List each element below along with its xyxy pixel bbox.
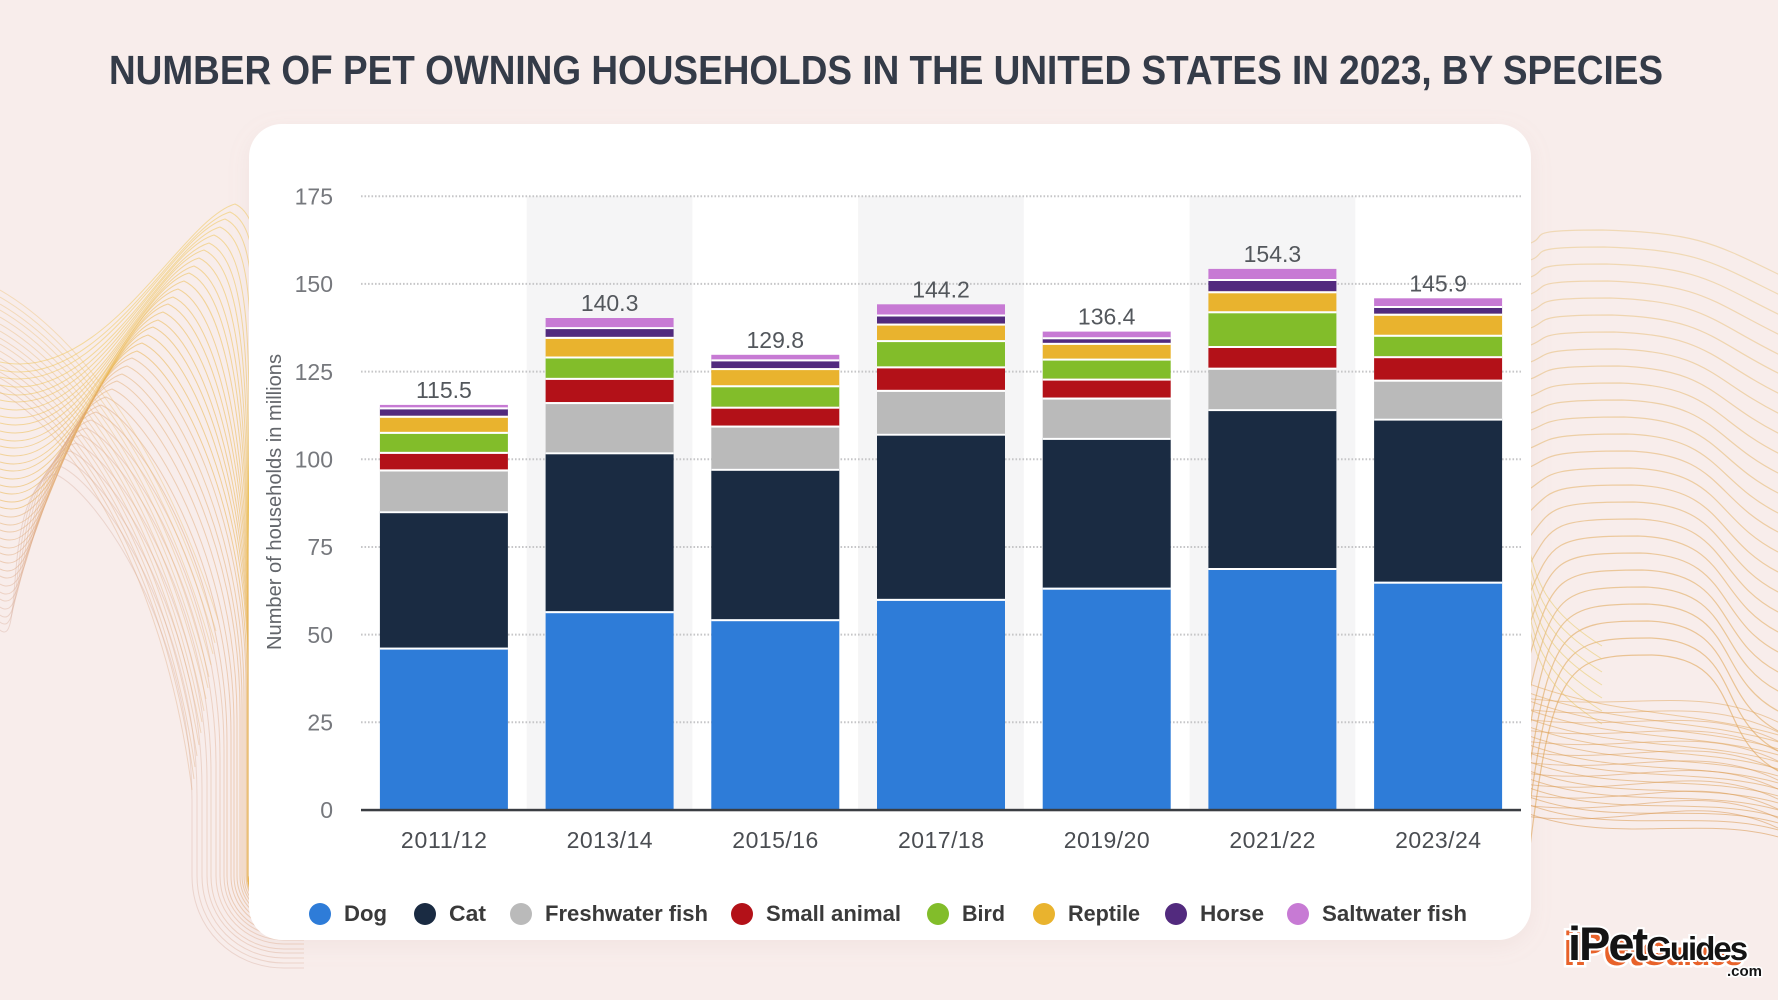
svg-text:Cat: Cat bbox=[449, 901, 487, 926]
svg-text:125: 125 bbox=[295, 359, 333, 385]
svg-text:154.3: 154.3 bbox=[1244, 241, 1302, 267]
svg-text:100: 100 bbox=[295, 447, 333, 473]
svg-text:Small animal: Small animal bbox=[766, 901, 901, 926]
svg-text:Horse: Horse bbox=[1200, 901, 1264, 926]
svg-text:150: 150 bbox=[295, 271, 333, 297]
svg-text:Number of households in millio: Number of households in millions bbox=[264, 354, 286, 650]
svg-text:2011/12: 2011/12 bbox=[401, 827, 487, 853]
svg-text:.com: .com bbox=[1727, 963, 1762, 980]
svg-text:Freshwater fish: Freshwater fish bbox=[545, 901, 708, 926]
svg-text:115.5: 115.5 bbox=[416, 377, 472, 403]
svg-text:50: 50 bbox=[307, 622, 333, 648]
svg-text:140.3: 140.3 bbox=[581, 290, 639, 316]
svg-text:129.8: 129.8 bbox=[747, 327, 805, 353]
svg-text:2017/18: 2017/18 bbox=[898, 827, 984, 853]
svg-text:Saltwater fish: Saltwater fish bbox=[1322, 901, 1467, 926]
svg-text:NUMBER OF PET OWNING HOUSEHOLD: NUMBER OF PET OWNING HOUSEHOLDS IN THE U… bbox=[109, 47, 1663, 93]
svg-text:2013/14: 2013/14 bbox=[567, 827, 653, 853]
svg-text:2019/20: 2019/20 bbox=[1064, 827, 1150, 853]
svg-text:2023/24: 2023/24 bbox=[1395, 827, 1481, 853]
svg-text:Dog: Dog bbox=[344, 901, 387, 926]
svg-text:175: 175 bbox=[295, 184, 333, 210]
svg-text:0: 0 bbox=[320, 797, 333, 823]
svg-text:Bird: Bird bbox=[962, 901, 1005, 926]
svg-text:145.9: 145.9 bbox=[1409, 270, 1467, 296]
svg-text:Reptile: Reptile bbox=[1068, 901, 1140, 926]
svg-text:2015/16: 2015/16 bbox=[732, 827, 818, 853]
svg-text:75: 75 bbox=[307, 534, 333, 560]
svg-text:2021/22: 2021/22 bbox=[1229, 827, 1315, 853]
svg-text:144.2: 144.2 bbox=[912, 276, 970, 302]
svg-text:136.4: 136.4 bbox=[1078, 304, 1136, 330]
svg-text:25: 25 bbox=[307, 710, 333, 736]
